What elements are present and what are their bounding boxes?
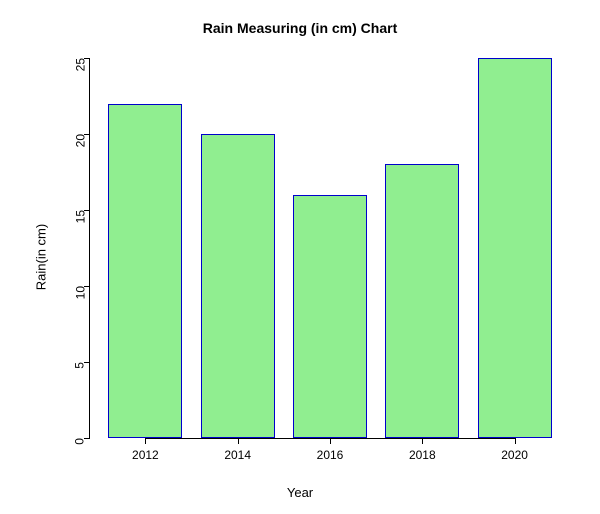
x-tick-label: 2020 — [501, 448, 528, 462]
bar — [478, 58, 552, 438]
bar — [108, 104, 182, 438]
x-axis-label: Year — [0, 485, 600, 500]
y-tick-label: 5 — [73, 362, 87, 369]
x-tick — [238, 438, 239, 444]
x-tick-label: 2016 — [317, 448, 344, 462]
y-tick-label: 20 — [73, 134, 87, 147]
x-tick — [145, 438, 146, 444]
y-tick-label: 0 — [73, 438, 87, 445]
bar — [201, 134, 275, 438]
x-tick-label: 2014 — [224, 448, 251, 462]
x-tick-label: 2012 — [132, 448, 159, 462]
x-tick — [515, 438, 516, 444]
y-tick-label: 15 — [73, 210, 87, 223]
x-tick-label: 2018 — [409, 448, 436, 462]
bar — [293, 195, 367, 438]
y-axis-line — [89, 58, 90, 438]
x-tick — [330, 438, 331, 444]
y-axis-label: Rain(in cm) — [34, 224, 49, 290]
plot-area: 051015202520122014201620182020 — [90, 58, 570, 438]
chart-title: Rain Measuring (in cm) Chart — [0, 20, 600, 36]
y-tick-label: 10 — [73, 286, 87, 299]
x-tick — [422, 438, 423, 444]
y-tick-label: 25 — [73, 58, 87, 71]
bar — [385, 164, 459, 438]
rain-bar-chart: Rain Measuring (in cm) Chart Rain(in cm)… — [0, 0, 600, 514]
